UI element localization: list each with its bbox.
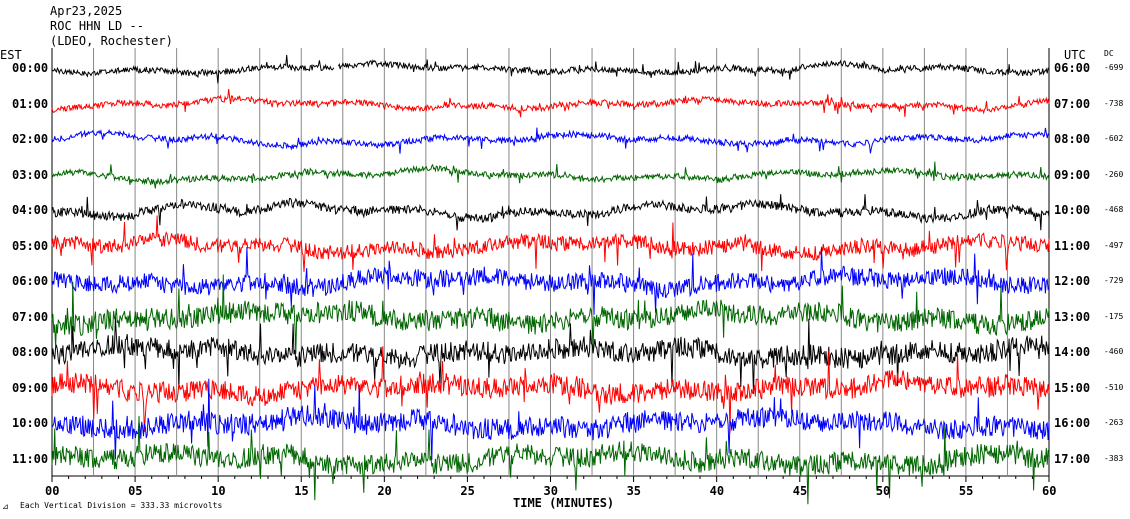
x-tick-label: 05 [128, 484, 143, 498]
est-hour-label: 00:00 [12, 61, 49, 75]
est-hour-label: 01:00 [12, 96, 49, 111]
trace-1100 [51, 415, 1050, 505]
trace-line [51, 274, 1050, 354]
trace-line [51, 215, 1050, 272]
x-tick-label: 10 [211, 484, 226, 498]
trace-0000 [51, 54, 1049, 84]
trace-0100 [51, 89, 1050, 118]
trace-1000 [51, 378, 1050, 461]
dc-offset-label: -260 [1104, 169, 1124, 179]
station-code: ROC HHN LD -- [50, 19, 144, 33]
dc-offset-label: -729 [1104, 276, 1124, 285]
est-hour-label: 09:00 [12, 380, 49, 395]
dc-offset-label: -497 [1104, 240, 1124, 250]
trace-0700 [51, 274, 1050, 354]
x-tick-label: 15 [294, 484, 309, 498]
est-hour-label: 08:00 [12, 345, 49, 359]
utc-hour-label: 11:00 [1054, 238, 1091, 253]
trace-line [51, 415, 1050, 505]
trace-0200 [51, 127, 1050, 154]
x-tick-label: 40 [709, 484, 725, 498]
plot-date: Apr23,2025 [50, 4, 123, 18]
trace-line [51, 246, 1050, 315]
dc-offset-label: -602 [1104, 134, 1124, 143]
utc-hour-label: 15:00 [1054, 380, 1091, 395]
utc-hour-label: 16:00 [1054, 416, 1091, 430]
scale-note: Each Vertical Division = 333.33 microvol… [20, 501, 223, 510]
est-hour-label: 06:00 [12, 274, 49, 288]
dc-offset-label: -510 [1104, 382, 1124, 392]
utc-hour-label: 10:00 [1054, 203, 1091, 217]
dc-offset-label: -460 [1104, 347, 1124, 356]
dc-offset-label: -738 [1104, 98, 1124, 108]
est-hour-label: 05:00 [12, 238, 49, 253]
trace-line [51, 317, 1050, 394]
x-tick-label: 00 [45, 484, 60, 498]
scale-note-marker: ⊿ [2, 502, 9, 511]
trace-line [51, 89, 1050, 118]
trace-line [51, 378, 1050, 461]
x-tick-label: 55 [958, 484, 974, 498]
trace-line [51, 161, 1050, 189]
trace-line [51, 54, 1049, 84]
est-hour-label: 11:00 [12, 451, 49, 466]
utc-hour-label: 06:00 [1054, 61, 1091, 75]
utc-hour-label: 13:00 [1054, 309, 1091, 324]
x-tick-label: 45 [792, 484, 808, 498]
est-hour-label: 04:00 [12, 203, 49, 217]
utc-hour-label: 17:00 [1054, 451, 1091, 466]
dc-offset-label: -263 [1104, 418, 1124, 427]
x-tick-label: 30 [543, 484, 558, 498]
right-timezone-label: UTC [1064, 48, 1086, 62]
trace-line [51, 127, 1050, 154]
trace-line [51, 346, 1050, 433]
network-name: (LDEO, Rochester) [50, 34, 173, 48]
utc-hour-label: 07:00 [1054, 96, 1091, 111]
trace-0400 [51, 194, 1050, 231]
trace-0900 [51, 346, 1050, 433]
est-hour-label: 03:00 [12, 167, 49, 182]
left-timezone-label: EST [0, 48, 22, 62]
dc-offset-label: -383 [1104, 453, 1124, 463]
x-tick-label: 25 [460, 484, 475, 498]
x-tick-label: 35 [626, 484, 642, 498]
trace-0600 [51, 246, 1050, 315]
x-tick-label: 50 [875, 484, 891, 498]
dc-offset-label: -468 [1104, 205, 1124, 214]
est-hour-label: 10:00 [12, 416, 49, 430]
utc-hour-label: 09:00 [1054, 167, 1091, 182]
utc-hour-label: 14:00 [1054, 345, 1091, 359]
trace-0300 [51, 161, 1050, 189]
dc-offset-label: -699 [1104, 63, 1124, 72]
x-tick-label: 20 [377, 484, 392, 498]
dc-offset-label: -175 [1104, 311, 1124, 321]
x-tick-label: 60 [1042, 484, 1057, 498]
trace-0500 [51, 215, 1050, 272]
trace-line [51, 194, 1050, 231]
x-axis-label: TIME (MINUTES) [513, 496, 615, 510]
trace-0800 [51, 317, 1050, 394]
est-hour-label: 02:00 [12, 132, 49, 146]
dc-header: DC [1104, 49, 1114, 58]
utc-hour-label: 12:00 [1054, 274, 1091, 288]
utc-hour-label: 08:00 [1054, 132, 1091, 146]
est-hour-label: 07:00 [12, 309, 49, 324]
